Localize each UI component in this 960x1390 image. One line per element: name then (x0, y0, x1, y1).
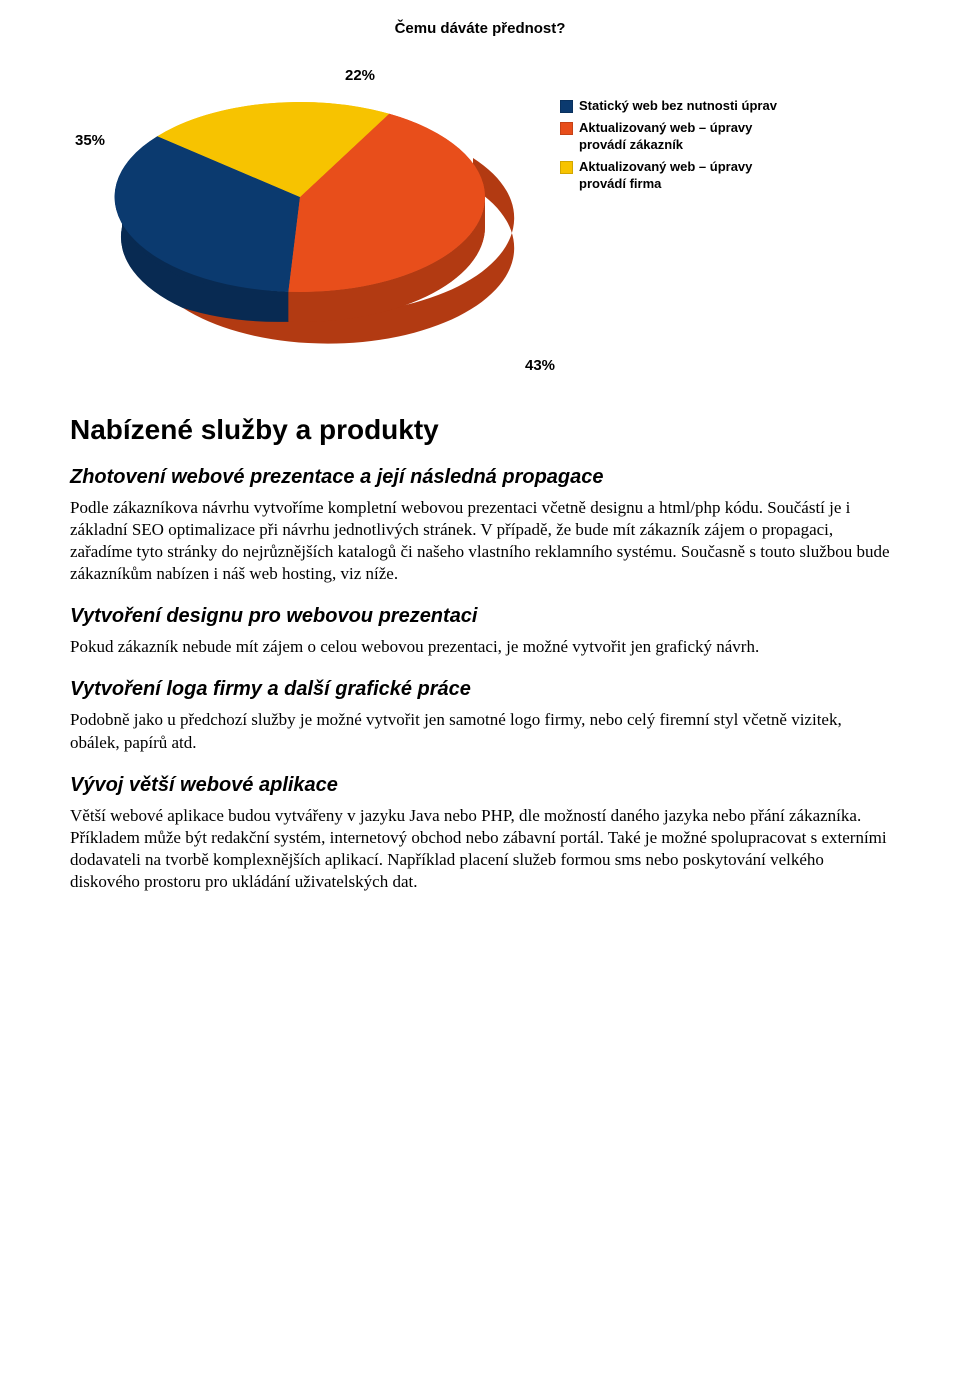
section-heading: Nabízené služby a produkty (70, 414, 890, 446)
paragraph: Podobně jako u předchozí služby je možné… (70, 709, 890, 753)
subheading-logo: Vytvoření loga firmy a další grafické pr… (70, 678, 890, 701)
legend-label: Statický web bez nutnosti úprav (579, 97, 777, 115)
legend-item: Aktualizovaný web – úpravy provádí zákaz… (560, 119, 779, 154)
legend-swatch-icon (560, 100, 573, 113)
chart-row: 35% 22% Statický web bez nutnosti úprav … (70, 57, 890, 357)
pie-label-43: 43% (190, 357, 890, 374)
paragraph: Podle zákazníkova návrhu vytvoříme kompl… (70, 497, 890, 585)
legend-label: Aktualizovaný web – úpravy provádí zákaz… (579, 119, 779, 154)
chart-legend: Statický web bez nutnosti úprav Aktualiz… (560, 57, 779, 197)
subheading-aplikace: Vývoj větší webové aplikace (70, 774, 890, 797)
subheading-zhotoveni: Zhotovení webové prezentace a její násle… (70, 466, 890, 489)
paragraph: Větší webové aplikace budou vytvářeny v … (70, 805, 890, 893)
pie-label-22: 22% (345, 67, 375, 84)
chart-title: Čemu dáváte přednost? (70, 20, 890, 37)
paragraph: Pokud zákazník nebude mít zájem o celou … (70, 636, 890, 658)
legend-item: Aktualizovaný web – úpravy provádí firma (560, 158, 779, 193)
subheading-design: Vytvoření designu pro webovou prezentaci (70, 605, 890, 628)
legend-swatch-icon (560, 161, 573, 174)
pie-label-35: 35% (75, 132, 105, 149)
legend-swatch-icon (560, 122, 573, 135)
legend-label: Aktualizovaný web – úpravy provádí firma (579, 158, 779, 193)
legend-item: Statický web bez nutnosti úprav (560, 97, 779, 115)
pie-chart: 35% 22% (70, 57, 530, 357)
